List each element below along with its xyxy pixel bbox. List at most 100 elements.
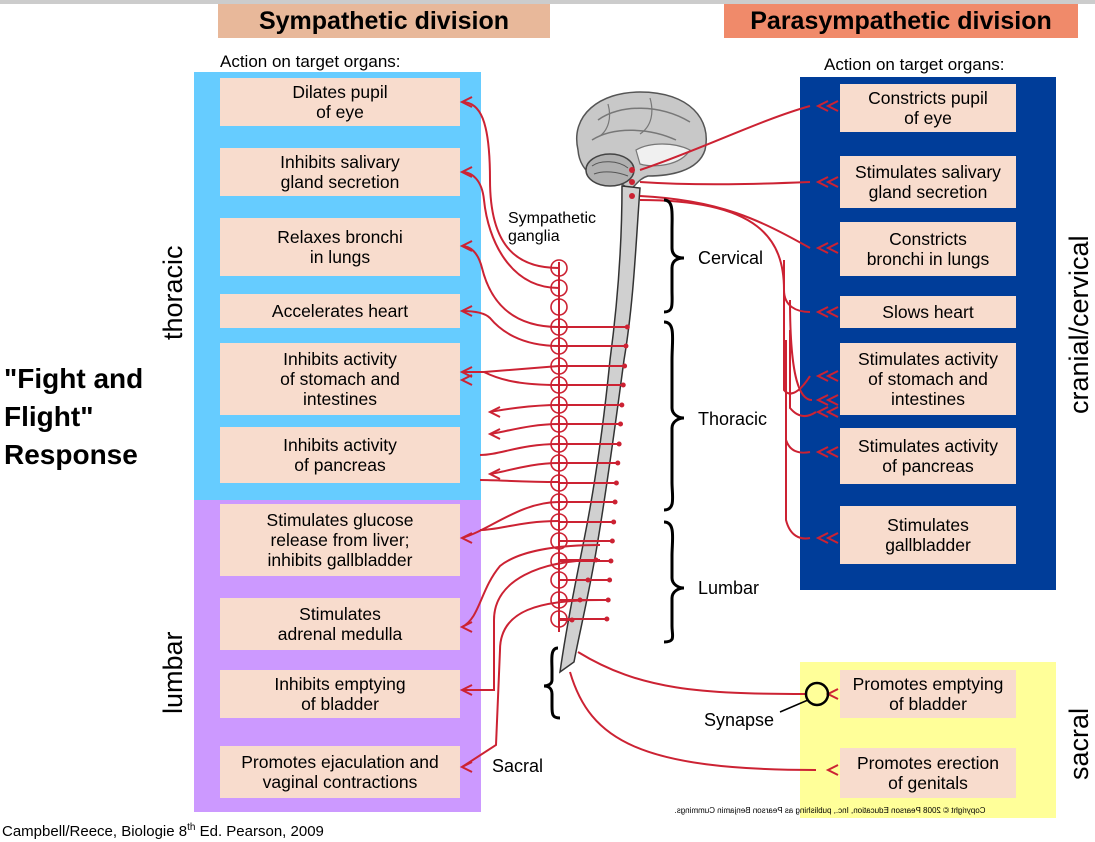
sympathetic-fiber-end-3	[459, 305, 473, 317]
cord-dot-15	[604, 616, 610, 622]
parasympathetic-fiber-1	[639, 181, 811, 186]
label-lumbar: Lumbar	[698, 578, 760, 598]
sympathetic-fiber-6	[489, 404, 560, 413]
copyright-mirrored: Copyright © 2008 Pearson Education, Inc.…	[674, 806, 986, 815]
sympathetic-fiber-end-1	[459, 166, 473, 178]
sympathetic-fiber-11	[462, 559, 601, 691]
nerve-fibers	[459, 96, 839, 776]
cord-dot-10	[611, 519, 617, 525]
label-cervical: Cervical	[698, 248, 764, 268]
lumbar-dot-0	[593, 557, 599, 563]
sympathetic-header: Sympathetic division	[218, 4, 550, 38]
extra-fiber-1	[479, 479, 560, 483]
spine-region-braces	[543, 198, 685, 720]
parasympathetic-end2-4	[815, 370, 829, 382]
organ-inhibits-stomach: Inhibits activity of stomach and intesti…	[220, 343, 460, 415]
lumbar-dot-3	[569, 617, 575, 623]
fight-flight-response: "Fight and Flight" Response	[4, 363, 144, 470]
parasympathetic-end-8	[825, 532, 839, 544]
sympathetic-fiber-end-5	[459, 374, 473, 386]
sympathetic-fiber-end-7	[487, 428, 501, 440]
sympathetic-fiber-end-6	[487, 406, 501, 418]
parasympathetic-fiber-8	[785, 400, 811, 540]
brainstem-dot-2	[629, 193, 635, 199]
organ-accelerates-heart: Accelerates heart	[220, 294, 460, 328]
cord-dot-4	[619, 402, 625, 408]
region-cranial-cervical: cranial/cervical	[1064, 235, 1094, 414]
sympathetic-fiber-8	[489, 462, 560, 475]
parasympathetic-end2-5	[815, 394, 829, 406]
parasympathetic-end2-7	[815, 446, 829, 458]
sacral-fiber-genitals	[569, 671, 817, 771]
parasympathetic-fiber-2	[639, 195, 811, 249]
sympathetic-fiber-0	[461, 101, 560, 269]
parasympathetic-fiber-5	[789, 299, 813, 401]
parasympathetic-end2-1	[815, 176, 829, 188]
sympathetic-fiber-1	[461, 171, 560, 289]
cord-dot-9	[612, 499, 618, 505]
parasympathetic-end-5	[825, 394, 839, 406]
region-sacral: sacral	[1064, 707, 1094, 780]
sympathetic-fiber-end-0	[459, 96, 473, 108]
parasympathetic-fiber-4	[783, 260, 811, 395]
organ-dilates-pupil: Dilates pupil of eye	[220, 78, 460, 126]
label-synapse: Synapse	[704, 710, 775, 730]
extra-fiber-0	[479, 443, 560, 456]
parasympathetic-end-1	[825, 176, 839, 188]
region-lumbar: lumbar	[158, 631, 188, 714]
sacral-end-0	[825, 688, 839, 700]
cord-dot-8	[613, 480, 619, 486]
citation-rest: Ed. Pearson, 2009	[195, 823, 324, 840]
parasympathetic-end2-6	[815, 406, 829, 418]
organ-inhibits-pancreas: Inhibits activity of pancreas	[220, 427, 460, 483]
sacral-fiber-bladder	[577, 651, 807, 695]
citation-sup: th	[187, 822, 196, 833]
parasympathetic-end2-2	[815, 242, 829, 254]
cord-dot-5	[618, 421, 624, 427]
sympathetic-fiber-end-4	[459, 366, 473, 378]
organ-promotes-erection: Promotes erection of genitals	[840, 748, 1016, 798]
top-bar	[0, 0, 1095, 4]
action-label-left: Action on target organs:	[220, 52, 401, 71]
brainstem-dot-1	[629, 179, 635, 185]
cord-dot-12	[608, 558, 614, 564]
sympathetic-fiber-4	[462, 365, 560, 373]
sympathetic-ganglia-chain	[550, 259, 568, 632]
organ-glucose-release: Stimulates glucose release from liver; i…	[220, 504, 460, 576]
extra-fiber-2	[479, 520, 560, 531]
sympathetic-fiber-5	[483, 371, 560, 386]
sympathetic-fiber-end-12	[459, 761, 473, 773]
cord-dot-3	[620, 382, 626, 388]
parasympathetic-end-2	[825, 242, 839, 254]
cord-dot-13	[607, 577, 613, 583]
parasympathetic-end-3	[825, 306, 839, 318]
organ-inhibits-salivary: Inhibits salivary gland secretion	[220, 148, 460, 196]
cord-dot-11	[609, 538, 615, 544]
region-thoracic: thoracic	[158, 245, 188, 340]
synapse-marker	[804, 681, 830, 707]
label-sacral: Sacral	[492, 756, 544, 776]
sympathetic-fiber-end-11	[459, 684, 473, 696]
organ-stimulates-salivary: Stimulates salivary gland secretion	[840, 156, 1016, 208]
parasympathetic-fiber-0	[639, 105, 811, 171]
cord-dot-2	[622, 363, 628, 369]
sympathetic-fiber-end-9	[459, 532, 473, 544]
parasympathetic-end2-3	[815, 306, 829, 318]
sympathetic-fiber-10	[461, 544, 601, 628]
sympathetic-fiber-2	[461, 245, 560, 328]
brain-icon	[575, 91, 707, 191]
citation-text: Campbell/Reece, Biologie 8	[2, 823, 188, 840]
organ-constricts-pupil: Constricts pupil of eye	[840, 84, 1016, 132]
parasympathetic-fiber-6	[789, 330, 817, 417]
label-thoracic: Thoracic	[698, 409, 768, 429]
sacral-end-1	[825, 764, 839, 776]
parasympathetic-end2-8	[815, 532, 829, 544]
spinal-cord	[559, 185, 641, 674]
sympathetic-fiber-end-2	[459, 240, 473, 252]
action-label-right: Action on target organs:	[824, 55, 1005, 74]
organ-relaxes-bronchi: Relaxes bronchi in lungs	[220, 218, 460, 276]
citation: Campbell/Reece, Biologie 8th Ed. Pearson…	[2, 822, 324, 840]
sympathetic-fiber-9	[461, 501, 560, 539]
label-sympathetic-ganglia: Sympathetic ganglia	[508, 210, 597, 245]
